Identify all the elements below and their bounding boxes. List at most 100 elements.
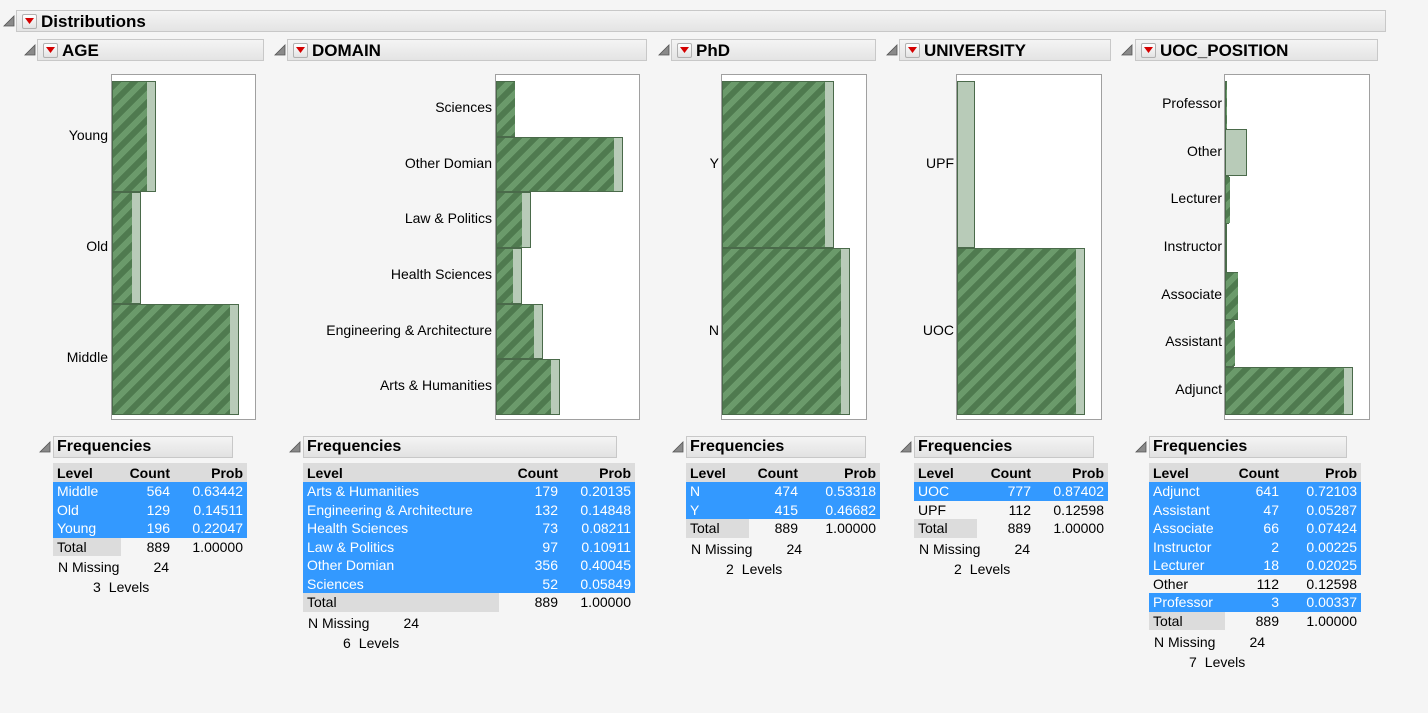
levels-label: Levels [741, 560, 783, 577]
table-row[interactable]: UPF 112 0.12598 [914, 501, 1108, 520]
level-cell: Engineering & Architecture [303, 500, 499, 519]
uoc-position-bar-adjunct[interactable] [1225, 367, 1353, 415]
age-bar-chart[interactable] [111, 74, 256, 420]
prob-cell: 0.20135 [562, 482, 635, 501]
table-row[interactable]: Middle 564 0.63442 [53, 482, 247, 501]
domain-header: DOMAIN [287, 39, 647, 61]
university-frequencies-disclosure-icon[interactable] [900, 441, 912, 453]
table-row[interactable]: Associate 66 0.07424 [1149, 519, 1361, 538]
table-row[interactable]: Other Domian 356 0.40045 [303, 556, 635, 575]
prob-cell: 0.10911 [562, 537, 635, 556]
university-red-triangle-menu-icon[interactable] [905, 43, 920, 58]
table-row[interactable]: Sciences 52 0.05849 [303, 574, 635, 593]
domain-bar-arts-humanities[interactable] [496, 359, 560, 415]
level-cell: Lecturer [1149, 556, 1225, 575]
prob-column-header: Prob [1283, 463, 1361, 482]
domain-bar-health-sciences[interactable] [496, 248, 523, 304]
prob-cell: 0.08211 [562, 519, 635, 538]
table-row[interactable]: Other 112 0.12598 [1149, 575, 1361, 594]
phd-bar-n[interactable] [722, 248, 850, 415]
table-row[interactable]: Instructor 2 0.00225 [1149, 537, 1361, 556]
university-title: UNIVERSITY [924, 41, 1027, 60]
total-count: 889 [1007, 520, 1031, 537]
phd-disclosure-icon[interactable] [658, 44, 670, 56]
age-frequencies-disclosure-icon[interactable] [39, 441, 51, 453]
phd-bar-y[interactable] [722, 81, 835, 248]
total-label: Total [53, 537, 121, 556]
uoc-position-frequencies-disclosure-icon[interactable] [1135, 441, 1147, 453]
age-bar-middle[interactable] [112, 303, 239, 415]
n-missing-label: N Missing [1154, 633, 1216, 650]
domain-disclosure-icon[interactable] [274, 44, 286, 56]
domain-bar-other-domian[interactable] [496, 136, 623, 193]
age-disclosure-icon[interactable] [24, 44, 36, 56]
phd-bar-chart[interactable] [721, 74, 867, 420]
levels-value: 7 [1189, 653, 1197, 670]
age-bar-young[interactable] [112, 81, 157, 193]
table-row[interactable]: Y 415 0.46682 [686, 500, 880, 519]
age-bar-old[interactable] [112, 192, 142, 304]
phd-bar-selected-1 [723, 249, 841, 414]
university-bar-uoc[interactable] [957, 248, 1085, 415]
table-row[interactable]: Law & Politics 97 0.10911 [303, 537, 635, 556]
table-row[interactable]: Professor 3 0.00337 [1149, 593, 1361, 612]
domain-bar-selected-1 [497, 137, 614, 192]
domain-bar-law-politics[interactable] [496, 192, 531, 248]
phd-frequencies-disclosure-icon[interactable] [672, 441, 684, 453]
phd-red-triangle-menu-icon[interactable] [677, 43, 692, 58]
table-row[interactable]: UOC 777 0.87402 [914, 482, 1108, 501]
domain-category-label: Sciences [435, 98, 492, 115]
uoc-position-bar-other[interactable] [1225, 128, 1248, 177]
total-label: Total [1149, 611, 1225, 630]
distributions-disclosure-icon[interactable] [3, 15, 15, 27]
domain-bar-chart[interactable] [495, 74, 640, 420]
total-row: Total 889 1.00000 [303, 593, 635, 612]
university-bar-upf[interactable] [957, 81, 976, 248]
prob-cell: 0.12598 [1053, 501, 1104, 518]
age-red-triangle-menu-icon[interactable] [43, 43, 58, 58]
level-cell: Arts & Humanities [303, 482, 499, 501]
table-row[interactable]: Engineering & Architecture 132 0.14848 [303, 500, 635, 519]
table-row[interactable]: Young 196 0.22047 [53, 519, 247, 538]
count-column-header: Count [1225, 463, 1283, 482]
table-row[interactable]: Lecturer 18 0.02025 [1149, 556, 1361, 575]
table-row[interactable]: Arts & Humanities 179 0.20135 [303, 482, 635, 501]
uoc-position-bar-instructor[interactable] [1225, 224, 1227, 272]
uoc-position-bar-professor[interactable] [1225, 81, 1227, 129]
level-cell: UOC [914, 482, 977, 501]
count-cell: 179 [499, 482, 562, 501]
red-triangle-menu-icon[interactable] [22, 14, 37, 29]
uoc-position-bar-chart[interactable] [1224, 74, 1370, 420]
domain-category-label: Law & Politics [404, 210, 492, 227]
n-missing-label: N Missing [919, 540, 981, 557]
uoc-position-red-triangle-menu-icon[interactable] [1141, 43, 1156, 58]
domain-bar-selected-4 [497, 304, 535, 359]
uoc-position-bar-assistant[interactable] [1225, 319, 1236, 368]
domain-bar-sciences[interactable] [496, 81, 515, 137]
table-row[interactable]: Assistant 47 0.05287 [1149, 500, 1361, 519]
domain-frequencies-disclosure-icon[interactable] [289, 441, 301, 453]
uoc-position-bar-associate[interactable] [1225, 271, 1239, 320]
university-bar-chart[interactable] [956, 74, 1102, 420]
domain-bar-engineering-architecture[interactable] [496, 303, 544, 360]
uoc-position-bar-lecturer[interactable] [1225, 176, 1230, 225]
table-row[interactable]: N 474 0.53318 [686, 482, 880, 501]
prob-cell: 0.87402 [1035, 482, 1108, 501]
university-disclosure-icon[interactable] [886, 44, 898, 56]
uoc-position-category-label: Professor [1162, 94, 1222, 111]
level-cell: UPF [918, 501, 946, 518]
age-header: AGE [37, 39, 264, 61]
table-row[interactable]: Old 129 0.14511 [53, 500, 247, 519]
uoc-position-title: UOC_POSITION [1160, 41, 1289, 60]
levels-value: 6 [343, 635, 351, 652]
uoc-position-disclosure-icon[interactable] [1121, 44, 1133, 56]
prob-cell: 0.63442 [174, 482, 247, 501]
domain-red-triangle-menu-icon[interactable] [293, 43, 308, 58]
table-row[interactable]: Adjunct 641 0.72103 [1149, 482, 1361, 501]
total-row: Total 889 1.00000 [914, 519, 1108, 538]
page-title: Distributions [41, 12, 146, 31]
count-cell: 132 [499, 500, 562, 519]
table-row[interactable]: Health Sciences 73 0.08211 [303, 519, 635, 538]
levels-value: 3 [93, 579, 101, 596]
total-prob: 1.00000 [192, 538, 243, 555]
